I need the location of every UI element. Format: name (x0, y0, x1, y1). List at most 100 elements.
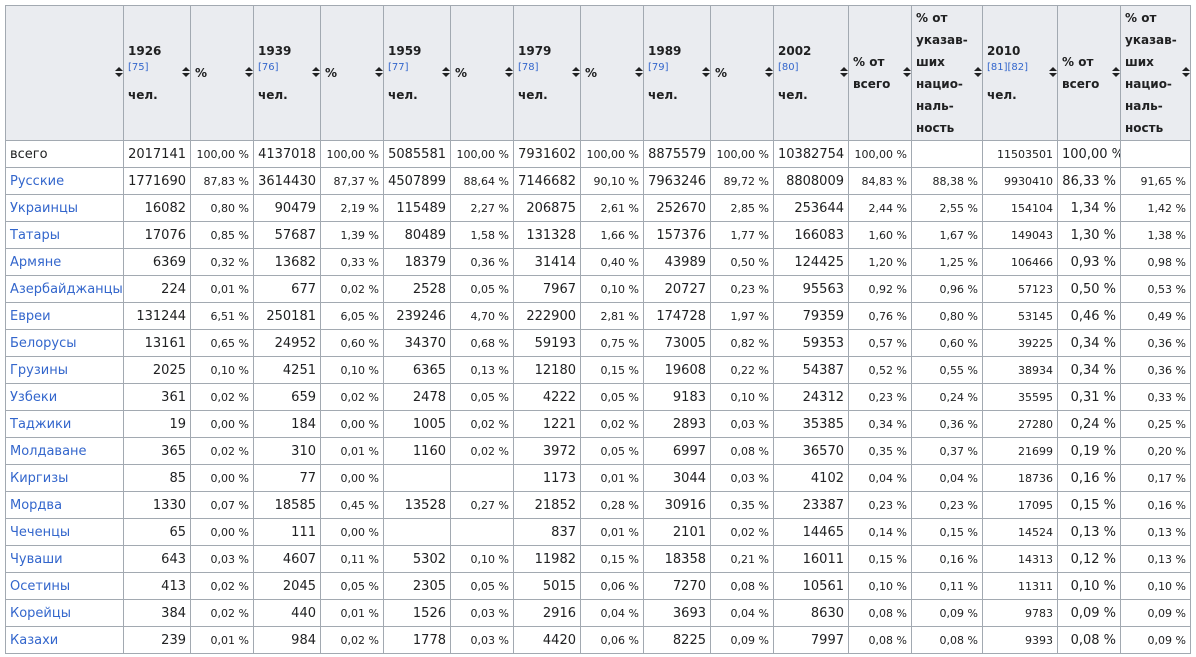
column-header[interactable]: 2002 [80] чел. (773, 5, 849, 141)
column-header[interactable]: % от указав-ших нацио-наль-ность (1120, 5, 1191, 141)
column-header[interactable]: % от указав-ших нацио-наль-ность (911, 5, 983, 141)
nationality-link[interactable]: Чуваши (10, 551, 63, 567)
table-cell: 21699 (982, 437, 1058, 465)
header-ref[interactable]: [80] (778, 62, 799, 73)
nationality-link[interactable]: Узбеки (10, 389, 58, 405)
nationality-link[interactable]: Армяне (10, 254, 62, 270)
column-header[interactable]: % от всего (848, 5, 912, 141)
table-cell: 1005 (383, 410, 451, 438)
table-cell: 0,08 % (848, 626, 912, 654)
table-cell: 9783 (982, 599, 1058, 627)
table-cell: 0,10 % (1120, 572, 1191, 600)
table-cell: 0,02 % (190, 383, 254, 411)
column-header[interactable]: 1939 [76] чел. (253, 5, 321, 141)
header-ref[interactable]: [75] (128, 62, 149, 73)
table-cell: 4420 (513, 626, 581, 654)
column-header[interactable]: % (710, 5, 774, 141)
column-header[interactable]: 1989 [79] чел. (643, 5, 711, 141)
table-cell: 8225 (643, 626, 711, 654)
table-cell: 0,02 % (450, 437, 514, 465)
table-row: Казахи 239 0,01 % 984 0,02 % 1778 0,03 % 4420 0,… (5, 626, 1191, 654)
column-header[interactable]: % (320, 5, 384, 141)
column-header[interactable]: 2010 [81][82] чел. (982, 5, 1058, 141)
nationality-link[interactable]: Грузины (10, 362, 68, 378)
table-cell: 1,66 % (580, 221, 644, 249)
table-cell: 239 (123, 626, 191, 654)
table-cell: 0,33 % (1120, 383, 1191, 411)
nationality-link[interactable]: Мордва (10, 497, 63, 513)
table-cell: 0,45 % (320, 491, 384, 519)
table-cell: 19 (123, 410, 191, 438)
header-ref[interactable]: [78] (518, 62, 539, 73)
column-header[interactable]: 1926 [75] чел. (123, 5, 191, 141)
column-header[interactable]: 1979 [78] чел. (513, 5, 581, 141)
column-header[interactable]: % от всего (1057, 5, 1121, 141)
column-header[interactable]: % (450, 5, 514, 141)
nationality-link[interactable]: Осетины (10, 578, 71, 594)
table-cell: 0,85 % (190, 221, 254, 249)
table-cell: 0,00 % (190, 464, 254, 492)
table-cell: 0,23 % (848, 383, 912, 411)
table-cell: 0,49 % (1120, 302, 1191, 330)
table-cell: 3614430 (253, 167, 321, 195)
table-cell: 0,36 % (1120, 356, 1191, 384)
header-ref[interactable]: [76] (258, 62, 279, 73)
table-cell: 0,31 % (1057, 383, 1121, 411)
nationality-link[interactable]: Евреи (10, 308, 51, 324)
nationality-link[interactable]: Белорусы (10, 335, 77, 351)
table-cell: 0,15 % (1057, 491, 1121, 519)
nationality-link[interactable]: Чеченцы (10, 524, 71, 540)
nationality-link[interactable]: Таджики (10, 416, 72, 432)
row-label: всего (10, 146, 48, 162)
table-cell: 0,46 % (1057, 302, 1121, 330)
table-cell: 124425 (773, 248, 849, 276)
table-cell: 35595 (982, 383, 1058, 411)
header-line: % от (1062, 55, 1094, 69)
table-cell: 12180 (513, 356, 581, 384)
column-header[interactable] (5, 5, 124, 141)
table-cell: 0,06 % (580, 626, 644, 654)
table-cell: 0,36 % (450, 248, 514, 276)
table-cell: 100,00 % (710, 140, 774, 168)
nationality-link[interactable]: Киргизы (10, 470, 69, 486)
table-cell: 0,17 % (1120, 464, 1191, 492)
table-cell: 0,23 % (911, 491, 983, 519)
nationality-link[interactable]: Азербайджанцы (10, 281, 123, 297)
table-cell: 73005 (643, 329, 711, 357)
table-cell: 106466 (982, 248, 1058, 276)
table-cell: 7963246 (643, 167, 711, 195)
column-header[interactable]: % (580, 5, 644, 141)
table-cell: 84,83 % (848, 167, 912, 195)
header-ref[interactable]: [79] (648, 62, 669, 73)
table-cell: 100,00 % (848, 140, 912, 168)
table-cell: 643 (123, 545, 191, 573)
nationality-link[interactable]: Казахи (10, 632, 59, 648)
table-cell: всего (5, 140, 124, 168)
table-cell: 0,03 % (450, 626, 514, 654)
nationality-link[interactable]: Русские (10, 173, 65, 189)
table-row: Молдаване 365 0,02 % 310 0,01 % 1160 0,02 % 397… (5, 437, 1191, 465)
table-cell: 31414 (513, 248, 581, 276)
table-cell: 131328 (513, 221, 581, 249)
table-cell: 0,02 % (190, 599, 254, 627)
header-unit: чел. (128, 88, 158, 102)
header-line: % (455, 66, 468, 80)
header-line: указав- (916, 33, 968, 47)
nationality-link[interactable]: Корейцы (10, 605, 71, 621)
table-cell: Узбеки (5, 383, 124, 411)
nationality-link[interactable]: Молдаване (10, 443, 87, 459)
table-cell: 166083 (773, 221, 849, 249)
header-ref[interactable]: [77] (388, 62, 409, 73)
table-cell: 310 (253, 437, 321, 465)
header-ref[interactable]: [81][82] (987, 62, 1029, 73)
table-cell (1120, 140, 1191, 168)
column-header[interactable]: % (190, 5, 254, 141)
nationality-link[interactable]: Татары (10, 227, 60, 243)
table-cell: 90479 (253, 194, 321, 222)
header-unit: чел. (258, 88, 288, 102)
table-cell: 0,16 % (1120, 491, 1191, 519)
table-cell: 0,02 % (320, 275, 384, 303)
nationality-link[interactable]: Украинцы (10, 200, 79, 216)
column-header[interactable]: 1959 [77] чел. (383, 5, 451, 141)
